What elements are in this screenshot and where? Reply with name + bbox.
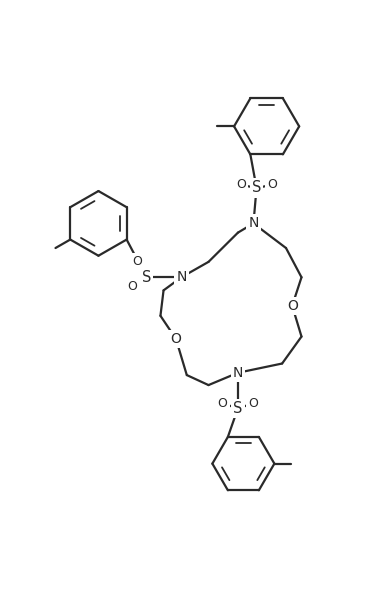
Text: O: O xyxy=(128,280,138,293)
Text: O: O xyxy=(267,178,277,191)
Text: S: S xyxy=(233,401,243,415)
Text: N: N xyxy=(248,216,259,230)
Text: O: O xyxy=(132,255,142,268)
Text: N: N xyxy=(176,270,187,284)
Text: N: N xyxy=(233,366,243,380)
Text: O: O xyxy=(217,397,227,410)
Text: O: O xyxy=(249,397,258,410)
Text: S: S xyxy=(252,180,261,196)
Text: S: S xyxy=(142,269,151,285)
Text: O: O xyxy=(287,299,298,313)
Text: O: O xyxy=(171,332,182,346)
Text: O: O xyxy=(236,178,246,191)
